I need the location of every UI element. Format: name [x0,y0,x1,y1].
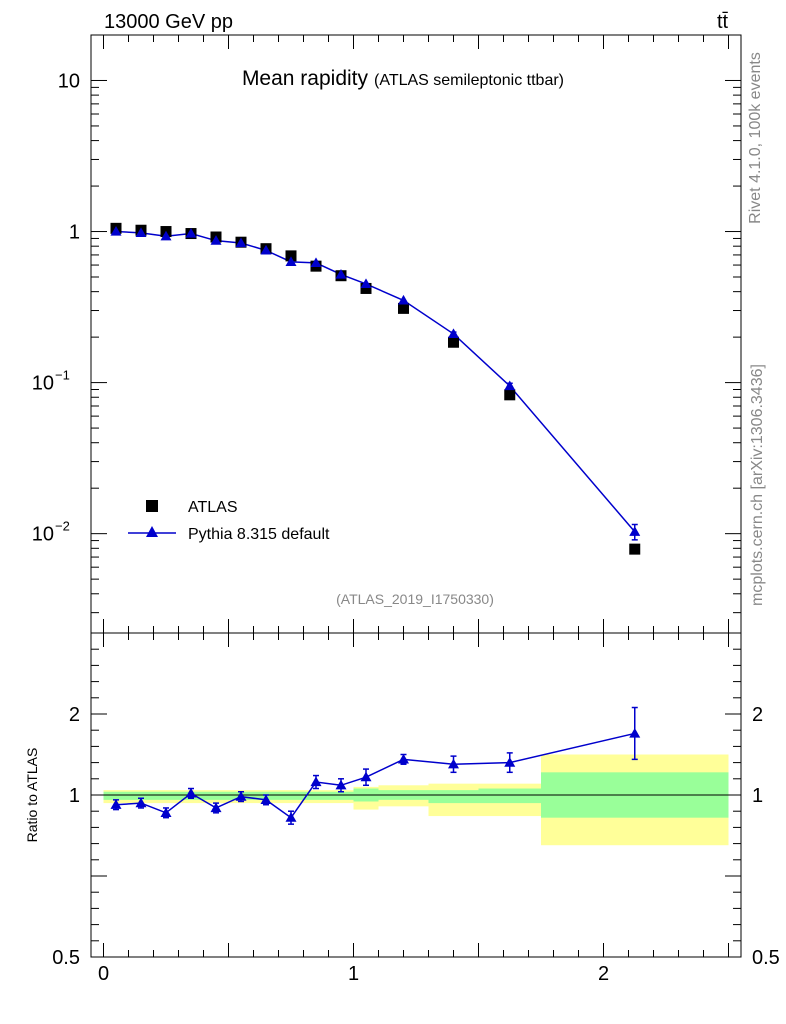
mc-point [360,278,372,289]
legend-data-label: ATLAS [188,499,238,516]
ratio-y-axis-label: Ratio to ATLAS [24,748,40,843]
ratio-uncertainty-bands [103,754,729,846]
mc-point [185,228,197,238]
data-point [360,282,372,294]
ratio-axis-ticks [91,633,741,957]
y-tick-label-exponent: −2 [55,519,70,534]
ratio-panel: 2 2 1 1 0.5 0.5 0 1 2 Ratio to ATLAS [24,632,780,985]
ratio-point [398,753,409,764]
x-tick-label: 0 [98,963,109,985]
ratio-point [210,802,222,813]
legend-mc-label: Pythia 8.315 default [188,526,330,543]
rivet-label: Rivet 4.1.0, 100k events [747,52,764,224]
mc-point [310,257,322,268]
ratio-point [235,791,247,801]
mc-point [135,227,147,237]
ratio-point [310,776,322,787]
ratio-point [135,797,147,808]
legend: ATLAS Pythia 8.315 default [128,499,330,543]
chart-subtitle: (ATLAS semileptonic ttbar) [374,72,564,89]
ratio-point [448,758,459,769]
energy-label: 13000 GeV pp [104,11,233,33]
ratio-y-tick-label-right: 1 [752,785,763,807]
main-frame [90,34,742,634]
legend-data-marker [146,500,158,512]
y-tick-label: 10 [58,70,80,92]
ratio-point [629,727,641,738]
band-inner [103,791,354,800]
data-point [504,389,516,401]
ratio-y-tick-label-left: 2 [69,704,80,726]
data-point [285,250,297,262]
ratio-point [285,812,297,822]
ratio-point [110,799,122,809]
ratio-y-tick-label-right: 0.5 [752,947,780,969]
ratio-y-tick-label-left: 0.5 [52,947,80,969]
y-tick-label: 1 [69,222,80,244]
mc-points [110,226,641,536]
y-tick-label-exponent: −1 [55,368,70,383]
mc-point [210,235,222,245]
data-point [629,543,641,555]
mc-point [398,294,409,305]
ratio-point [185,787,197,798]
band-inner [428,790,479,804]
ratio-point [335,779,347,790]
mc-point [504,380,516,391]
data-point [398,302,409,314]
ratio-y-tick-labels: 2 2 1 1 0.5 0.5 [52,704,780,969]
ratio-point [360,771,372,782]
x-tick-label: 1 [348,963,359,985]
process-label: tt̄ [717,11,729,33]
ratio-points [110,727,641,822]
main-axis-ticks [91,34,741,633]
analysis-label: (ATLAS_2019_I1750330) [336,591,494,607]
y-tick-label: 10 [32,373,54,395]
data-point [448,336,459,348]
x-tick-labels: 0 1 2 [98,963,609,985]
ratio-point [504,757,516,767]
mc-point [629,526,641,536]
mc-point [448,328,459,339]
ratio-point [160,807,172,817]
mc-point [285,256,297,266]
mc-point [335,268,347,279]
mc-point [110,226,122,236]
band-inner [478,788,541,804]
chart-title: Mean rapidity [242,67,369,90]
ratio-y-tick-label-right: 2 [752,704,763,726]
ratio-y-tick-label-left: 1 [69,785,80,807]
y-tick-label: 10 [32,524,54,546]
mc-point [235,237,247,248]
mcplots-label: mcplots.cern.ch [arXiv:1306.3436] [749,364,766,606]
mc-point [160,230,172,241]
main-panel: Mean rapidity (ATLAS semileptonic ttbar)… [32,34,742,634]
x-tick-label: 2 [598,963,609,985]
mc-series-line [115,230,636,533]
ratio-point [260,794,272,804]
mc-error-bars [450,331,638,541]
mc-point [260,244,272,255]
legend-mc-marker [146,526,158,537]
